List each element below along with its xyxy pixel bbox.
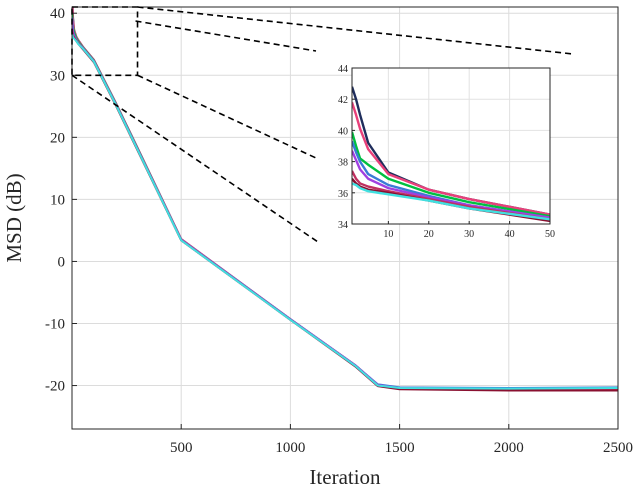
y-tick-label: 20 — [50, 130, 65, 146]
inset-series-line-3 — [352, 131, 550, 218]
x-axis-title: Iteration — [309, 465, 381, 488]
y-tick-label: -10 — [45, 317, 65, 333]
inset-series-line-5 — [352, 150, 550, 219]
inset-y-tick-label: 42 — [338, 95, 348, 106]
inset-y-tick-label: 36 — [338, 189, 348, 200]
inset-y-tick-label: 34 — [338, 220, 348, 231]
zoom-box — [71, 6, 139, 77]
zoom-indicator — [71, 6, 574, 243]
zoom-leader-line — [137, 74, 317, 159]
y-tick-label: -20 — [45, 379, 65, 395]
y-tick-label: 10 — [50, 192, 65, 208]
inset-y-tick-label: 44 — [338, 64, 348, 75]
zoom-leader-line — [137, 6, 574, 55]
inset-tick-marks — [352, 67, 551, 225]
inset-y-tick-label: 40 — [338, 126, 348, 137]
inset-x-tick-label: 30 — [464, 229, 474, 240]
y-axis-title: MSD (dB) — [2, 173, 26, 262]
series-line-8 — [72, 33, 618, 390]
x-tick-label: 2000 — [494, 440, 524, 456]
zoom-leader-line — [135, 20, 317, 52]
y-tick-label: 0 — [58, 254, 66, 270]
inset-x-tick-label: 50 — [545, 229, 555, 240]
inset-series-line-2 — [352, 101, 550, 216]
y-tick-label: 30 — [50, 68, 65, 84]
inset-x-tick-label: 10 — [383, 229, 393, 240]
inset-y-tick-label: 38 — [338, 158, 348, 169]
y-tick-label: 40 — [50, 6, 65, 22]
plot-frame — [71, 6, 619, 430]
series-lines — [72, 7, 618, 392]
x-tick-label: 1500 — [385, 440, 415, 456]
inset-series-line-8 — [352, 182, 550, 221]
inset-frame — [351, 67, 551, 225]
inset-x-tick-label: 40 — [505, 229, 515, 240]
x-tick-label: 2500 — [603, 440, 633, 456]
x-tick-label: 1000 — [275, 440, 305, 456]
inset-series-line-6 — [352, 170, 550, 221]
tick-labels: 500 1000 1500 2000 2500 40 30 20 10 0 -10 -20 — [45, 6, 633, 456]
inset-tick-labels: 10 20 30 40 50 34 36 38 40 42 44 — [338, 64, 555, 240]
x-tick-label: 500 — [170, 440, 193, 456]
inset-x-tick-label: 20 — [424, 229, 434, 240]
inset-series-lines — [352, 86, 550, 223]
